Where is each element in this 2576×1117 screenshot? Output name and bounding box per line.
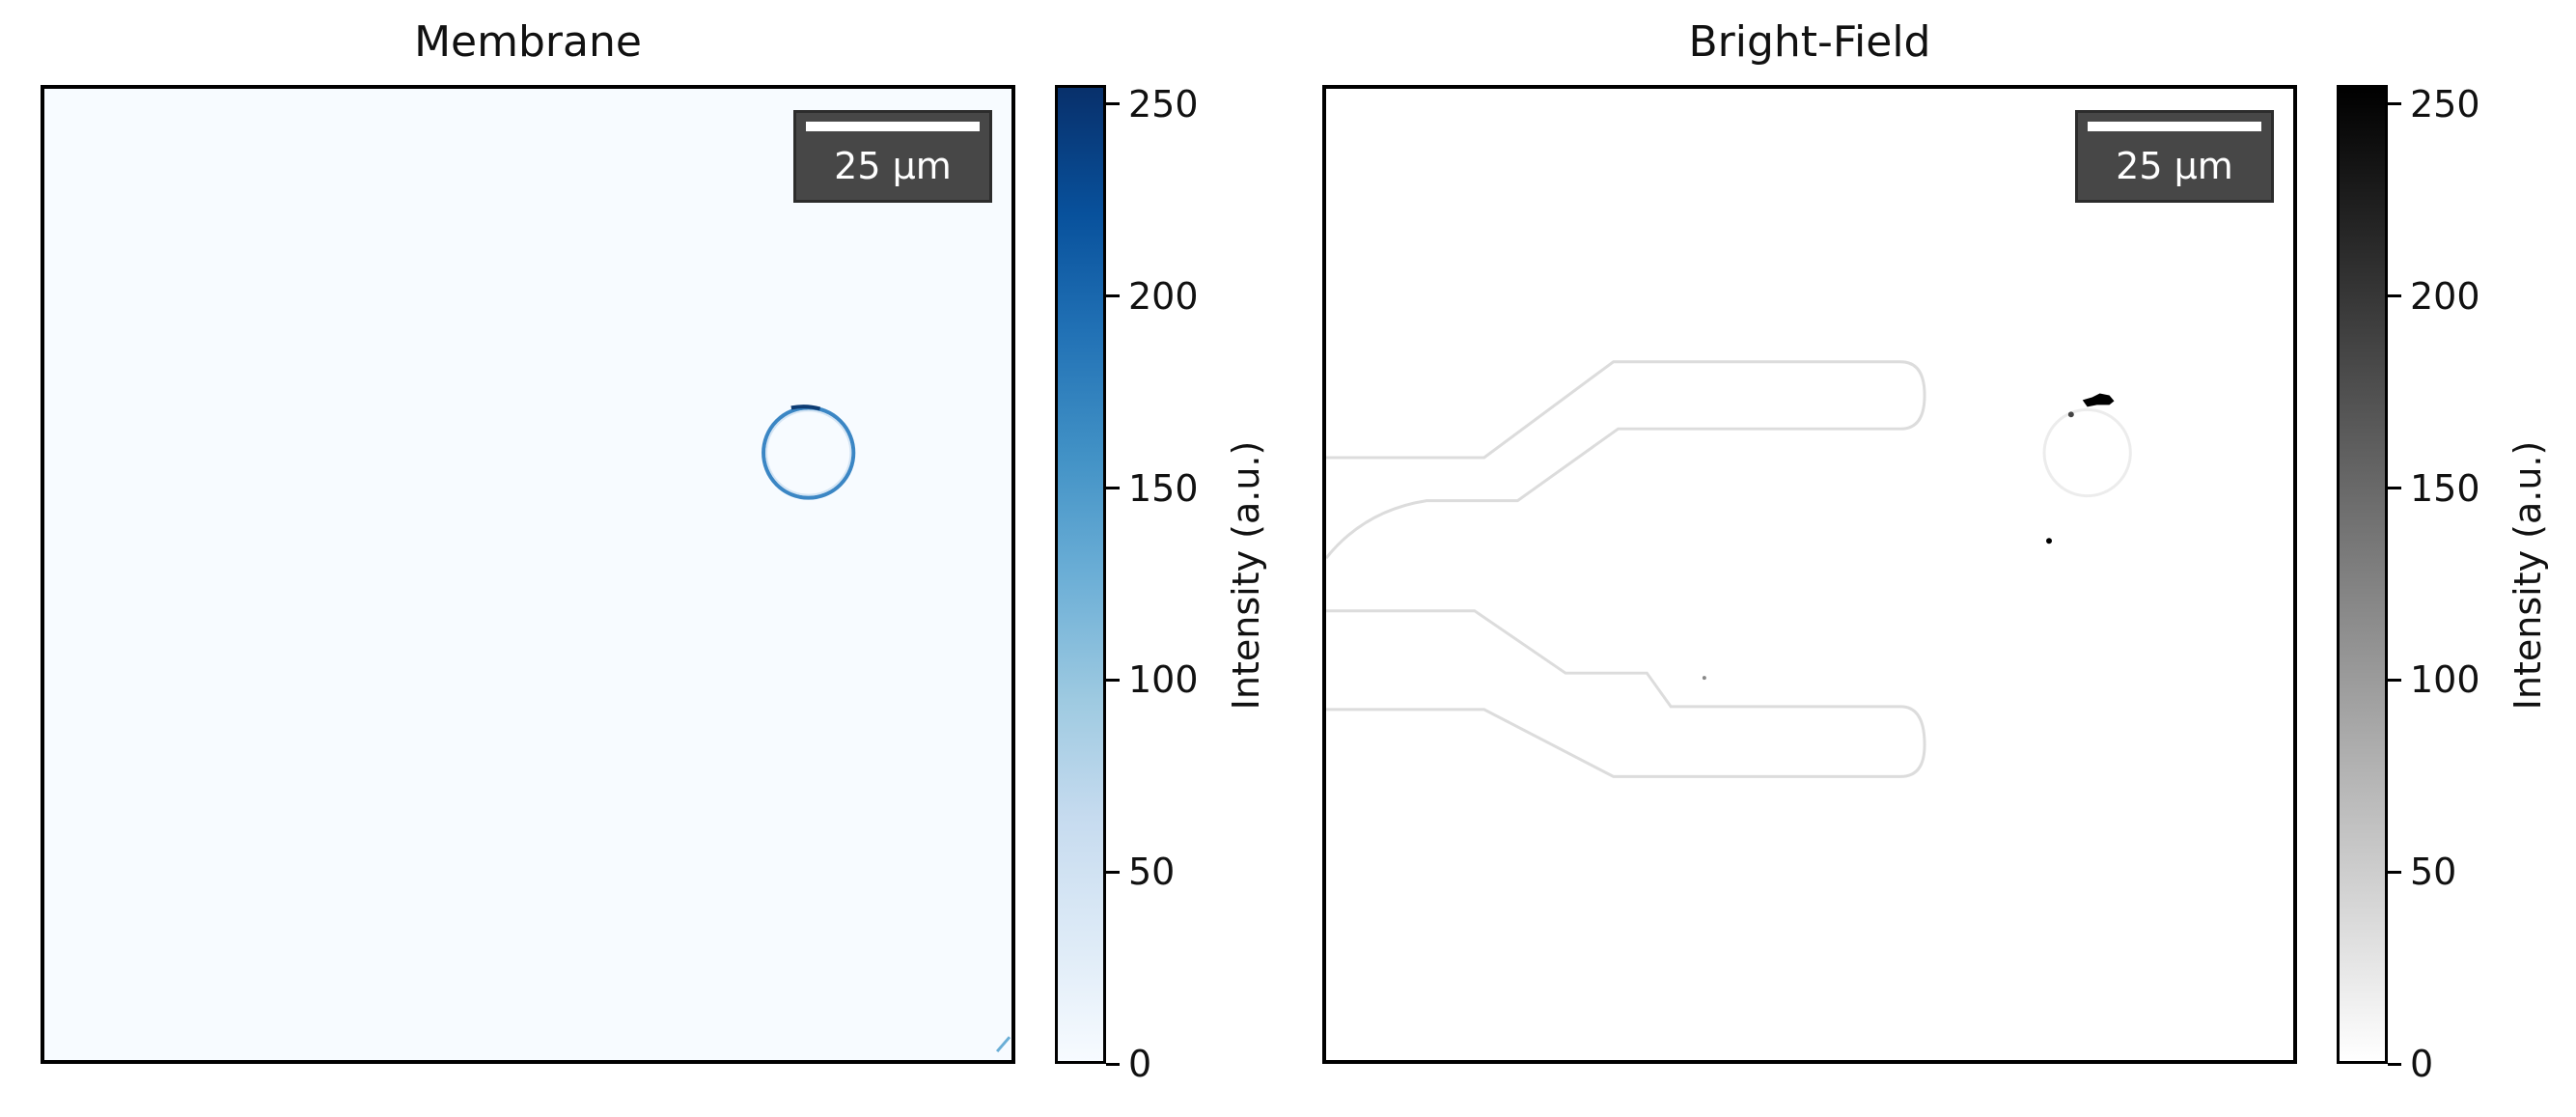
panel-title-membrane: Membrane bbox=[414, 17, 642, 67]
colorbar-tick-label: 150 bbox=[1128, 466, 1199, 510]
colorbar-tick bbox=[1106, 870, 1120, 874]
colorbar-tick-label: 50 bbox=[2410, 851, 2457, 894]
colorbar-tick-label: 0 bbox=[1128, 1043, 1152, 1085]
colorbar-bright-field-label: Intensity (a.u.) bbox=[2507, 440, 2549, 711]
bright-field-image: 25 µm bbox=[1322, 85, 2297, 1064]
colorbar-tick bbox=[2388, 678, 2401, 682]
membrane-image-content bbox=[762, 405, 1011, 1053]
vesicle-faint bbox=[2042, 407, 2132, 498]
colorbar-tick bbox=[1106, 1062, 1120, 1066]
scale-bar-label: 25 µm bbox=[2116, 145, 2233, 187]
colorbar-tick bbox=[2388, 1062, 2401, 1066]
colorbar-tick-label: 0 bbox=[2410, 1043, 2434, 1085]
colorbar-tick-label: 50 bbox=[1128, 851, 1176, 894]
scale-bar-line bbox=[2088, 122, 2261, 131]
colorbar-membrane-label: Intensity (a.u.) bbox=[1225, 440, 1267, 711]
colorbar-tick bbox=[1106, 102, 1120, 106]
colorbar-tick-label: 100 bbox=[1128, 658, 1199, 702]
colorbar-tick bbox=[2388, 487, 2401, 490]
colorbar-tick bbox=[2388, 294, 2401, 298]
scale-bar-label: 25 µm bbox=[834, 145, 952, 187]
colorbar-tick bbox=[1106, 294, 1120, 298]
debris-particle bbox=[2082, 393, 2115, 407]
colorbar-tick-label: 250 bbox=[1128, 82, 1199, 126]
channel-outline-upper bbox=[1326, 360, 1926, 560]
channel-outline-lower bbox=[1326, 609, 1926, 778]
colorbar-tick-label: 250 bbox=[2410, 82, 2480, 126]
panel-title-bright-field: Bright-Field bbox=[1688, 17, 1931, 67]
colorbar-tick bbox=[1106, 487, 1120, 490]
scale-bar: 25 µm bbox=[2075, 110, 2274, 203]
membrane-image: 25 µm bbox=[41, 85, 1015, 1064]
colorbar-tick bbox=[2388, 870, 2401, 874]
colorbar-tick-label: 200 bbox=[2410, 274, 2480, 318]
scale-bar-line bbox=[806, 122, 980, 131]
membrane-vesicle bbox=[762, 405, 856, 500]
colorbar-tick-label: 150 bbox=[2410, 466, 2480, 510]
colorbar-tick-label: 200 bbox=[1128, 274, 1199, 318]
colorbar-bright-field bbox=[2337, 85, 2388, 1064]
colorbar-tick-label: 100 bbox=[2410, 658, 2480, 702]
colorbar-tick bbox=[2388, 102, 2401, 106]
colorbar-tick bbox=[1106, 678, 1120, 682]
colorbar-membrane bbox=[1055, 85, 1106, 1064]
scale-bar: 25 µm bbox=[793, 110, 992, 203]
bright-field-image-content bbox=[1326, 360, 2132, 778]
